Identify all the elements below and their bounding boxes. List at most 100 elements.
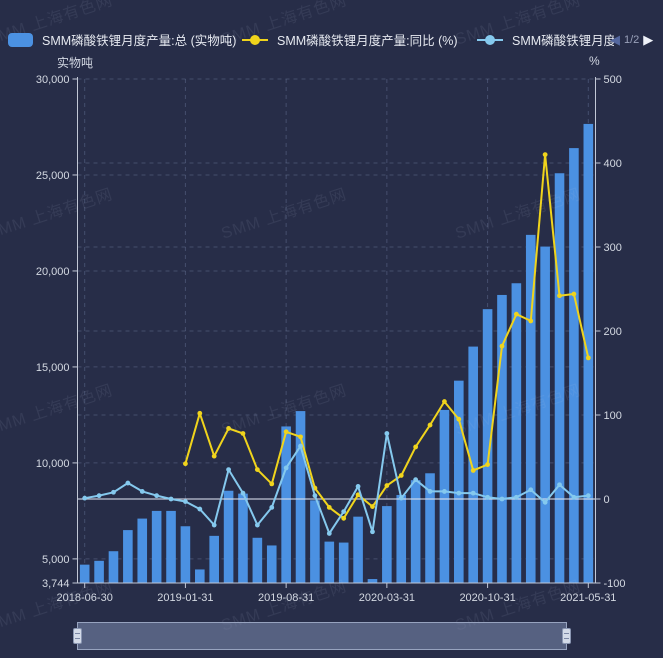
third-line-series[interactable] <box>82 431 591 536</box>
data-point <box>585 355 591 361</box>
legend-label-truncated: SMM磷酸铁锂月度 <box>512 34 614 48</box>
data-point <box>139 489 145 494</box>
left-axis-tick-label: 20,000 <box>36 266 70 278</box>
legend-pager: ◀ 1/2 ▶ <box>610 31 653 48</box>
data-point <box>528 487 534 493</box>
data-point <box>456 490 462 496</box>
data-point <box>326 531 332 536</box>
data-point <box>499 343 505 349</box>
data-point <box>571 291 577 297</box>
data-point <box>283 465 289 471</box>
left-axis-tick-label: 15,000 <box>36 362 70 374</box>
data-point <box>398 495 404 501</box>
data-point <box>197 506 203 512</box>
data-point <box>370 529 375 535</box>
left-axis-tick-label: 25,000 <box>36 170 70 182</box>
data-point <box>557 482 562 488</box>
x-axis-tick-label: 2021-05-31 <box>560 592 616 604</box>
data-point <box>355 492 361 498</box>
data-point <box>283 429 289 435</box>
data-point <box>254 522 260 528</box>
legend-prev-icon[interactable]: ◀ <box>610 32 620 47</box>
data-point <box>485 494 490 500</box>
bar-series-swatch-icon <box>8 32 33 47</box>
right-axis-tick-label: 100 <box>604 410 622 422</box>
data-point <box>197 410 203 416</box>
data-point <box>442 489 447 494</box>
data-point <box>226 426 231 431</box>
data-point <box>470 468 476 473</box>
data-point <box>226 467 231 472</box>
data-point <box>557 293 562 299</box>
data-point <box>442 399 447 404</box>
data-point <box>312 493 318 499</box>
data-point <box>413 444 419 450</box>
x-axis-tick-label: 2019-01-31 <box>157 592 213 604</box>
data-point <box>585 493 591 499</box>
right-axis-tick-label: 300 <box>604 242 622 254</box>
data-point <box>111 489 116 495</box>
legend-item-production[interactable]: SMM磷酸铁锂月度产量:总 (实物吨) <box>8 31 236 48</box>
data-point <box>542 499 548 505</box>
datazoom-right-handle[interactable] <box>562 628 571 644</box>
right-axis-tick-label: 500 <box>604 74 622 86</box>
data-point <box>168 496 174 502</box>
x-axis-tick-label: 2019-08-31 <box>258 592 314 604</box>
data-point <box>82 495 88 501</box>
data-point <box>154 493 160 499</box>
data-point <box>355 484 361 489</box>
data-point <box>513 494 519 500</box>
data-point <box>254 467 260 472</box>
data-point <box>341 509 347 514</box>
yoy-line-series[interactable] <box>183 152 591 521</box>
data-point <box>341 515 347 521</box>
data-point <box>413 477 419 483</box>
right-axis-tick-label: -100 <box>604 578 626 590</box>
left-axis-tick-label: 30,000 <box>36 74 70 86</box>
data-point <box>269 481 275 487</box>
data-point <box>384 483 390 488</box>
data-point <box>370 504 375 509</box>
axis-labels: 30,000 25,000 20,000 15,000 10,000 5,000 3,744… <box>36 74 626 604</box>
x-axis-tick-label: 2020-10-31 <box>459 592 515 604</box>
right-axis-tick-label: 400 <box>604 158 622 170</box>
data-point <box>456 416 462 422</box>
bar-series[interactable] <box>79 123 594 584</box>
legend-label: SMM磷酸铁锂月度产量:同比 (%) <box>277 34 458 48</box>
data-point <box>211 522 217 528</box>
data-point <box>398 473 404 478</box>
data-point <box>384 431 390 436</box>
data-point <box>427 422 433 428</box>
datazoom-slider[interactable] <box>73 622 571 650</box>
data-point <box>427 489 433 494</box>
data-point <box>499 496 505 502</box>
datazoom-left-handle[interactable] <box>73 628 82 644</box>
line-series-marker-icon <box>242 33 268 47</box>
data-point <box>96 493 102 499</box>
data-point <box>528 318 534 324</box>
legend-item-yoy[interactable]: SMM磷酸铁锂月度产量:同比 (%) <box>242 31 458 48</box>
data-point <box>240 490 246 496</box>
right-axis-tick-label: 0 <box>604 494 610 506</box>
data-point <box>183 499 188 504</box>
legend-next-icon[interactable]: ▶ <box>643 32 654 47</box>
left-axis-tick-label: 3,744 <box>42 578 70 590</box>
left-axis-tick-label: 10,000 <box>36 458 70 470</box>
data-point <box>240 431 246 436</box>
x-axis-tick-label: 2018-06-30 <box>57 592 113 604</box>
data-point <box>513 311 519 317</box>
data-point <box>298 434 303 440</box>
data-point <box>183 461 188 467</box>
data-point <box>125 480 131 486</box>
x-axis-tick-label: 2020-03-31 <box>359 592 415 604</box>
right-axis-unit-label: % <box>589 54 600 68</box>
data-point <box>542 152 548 158</box>
legend-label: SMM磷酸铁锂月度产量:总 (实物吨) <box>42 34 237 48</box>
data-point <box>269 505 275 510</box>
line-series-marker-icon <box>477 33 503 47</box>
legend-page-indicator: 1/2 <box>624 33 640 46</box>
data-point <box>485 462 490 467</box>
left-axis-unit-label: 实物吨 <box>57 56 94 70</box>
legend-item-third-series[interactable]: SMM磷酸铁锂月度 <box>477 31 614 48</box>
